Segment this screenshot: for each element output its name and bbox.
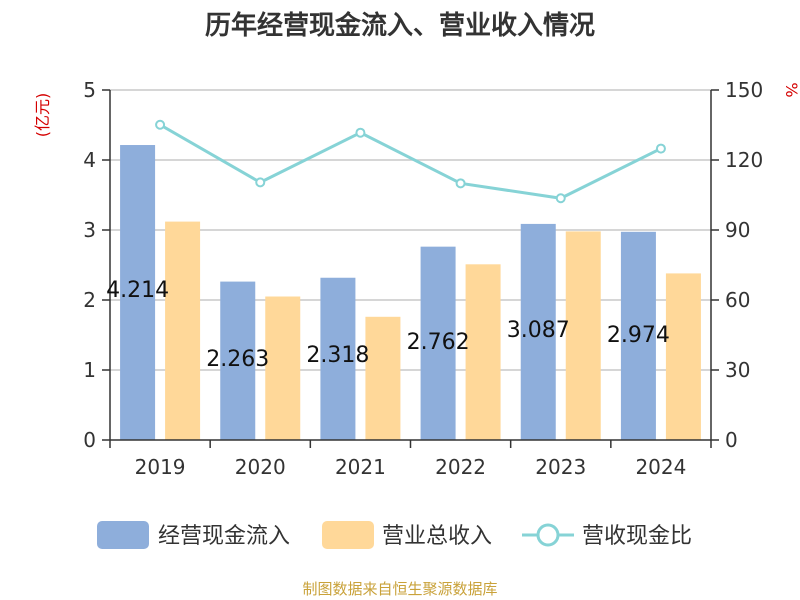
x-axis-tick-label: 2019 bbox=[135, 455, 186, 479]
x-axis-tick-label: 2023 bbox=[535, 455, 586, 479]
right-axis-tick-label: 0 bbox=[725, 428, 738, 452]
left-axis-tick-label: 3 bbox=[83, 218, 96, 242]
left-axis-tick-label: 2 bbox=[83, 288, 96, 312]
legend-label-revenue: 营业总收入 bbox=[382, 524, 492, 549]
legend-item-revenue[interactable]: 营业总收入 bbox=[322, 521, 492, 549]
bar-cash-inflow bbox=[520, 223, 556, 440]
right-axis-tick-label: 120 bbox=[725, 148, 763, 172]
bar-revenue bbox=[165, 221, 201, 440]
x-axis-tick-label: 2021 bbox=[335, 455, 386, 479]
legend-label-ratio: 营收现金比 bbox=[582, 524, 692, 549]
right-axis-unit: % bbox=[782, 82, 800, 97]
data-label-cash-inflow: 3.087 bbox=[507, 318, 570, 343]
ratio-point bbox=[155, 119, 166, 130]
bars bbox=[120, 145, 701, 440]
ratio-point bbox=[655, 143, 666, 154]
left-axis-tick-label: 5 bbox=[83, 78, 96, 102]
bar-revenue bbox=[365, 316, 401, 440]
ratio-point bbox=[455, 178, 466, 189]
left-axis-tick-label: 0 bbox=[83, 428, 96, 452]
legend-item-cash-inflow[interactable]: 经营现金流入 bbox=[97, 521, 290, 549]
x-axis-tick-label: 2024 bbox=[635, 455, 686, 479]
bar-cash-inflow bbox=[420, 246, 456, 440]
legend-swatch-cash-inflow bbox=[97, 521, 149, 549]
x-axis-tick-label: 2022 bbox=[435, 455, 486, 479]
source-note: 制图数据来自恒生聚源数据库 bbox=[302, 580, 497, 598]
bar-cash-inflow bbox=[220, 281, 256, 440]
data-label-cash-inflow: 4.214 bbox=[106, 278, 169, 303]
data-labels: 4.214 2.263 2.318 2.762 3.087 2.974 bbox=[106, 278, 670, 372]
ratio-point bbox=[355, 127, 366, 138]
ratio-line-path bbox=[159, 123, 662, 200]
legend-item-ratio[interactable]: 营收现金比 bbox=[522, 523, 692, 549]
ratio-point bbox=[255, 177, 266, 188]
bar-cash-inflow bbox=[120, 145, 156, 440]
right-axis-tick-label: 150 bbox=[725, 78, 763, 102]
legend-marker-ratio bbox=[536, 523, 560, 547]
axes: 0 1 2 3 4 5 0 30 60 90 120 150 2019 2020 2021 2022 2023 2… bbox=[83, 78, 763, 479]
bar-revenue bbox=[565, 231, 601, 440]
ratio-point bbox=[555, 193, 566, 204]
grid-lines bbox=[110, 89, 711, 371]
left-axis-tick-label: 4 bbox=[83, 148, 96, 172]
bar-revenue bbox=[665, 273, 701, 440]
data-label-cash-inflow: 2.318 bbox=[306, 343, 369, 368]
bar-cash-inflow bbox=[620, 231, 656, 440]
left-axis-tick-label: 1 bbox=[83, 358, 96, 382]
chart-title: 历年经营现金流入、营业收入情况 bbox=[205, 10, 595, 41]
left-axis-unit: (亿元) bbox=[33, 93, 52, 138]
x-axis-tick-label: 2020 bbox=[235, 455, 286, 479]
legend-swatch-revenue bbox=[322, 521, 374, 549]
right-axis-tick-label: 30 bbox=[725, 358, 750, 382]
bar-revenue bbox=[265, 296, 301, 440]
right-axis-tick-label: 60 bbox=[725, 288, 750, 312]
data-label-cash-inflow: 2.263 bbox=[206, 347, 269, 372]
right-axis-tick-label: 90 bbox=[725, 218, 750, 242]
data-label-cash-inflow: 2.974 bbox=[607, 323, 670, 348]
data-label-cash-inflow: 2.762 bbox=[407, 330, 470, 355]
bar-cash-inflow bbox=[320, 277, 356, 440]
bar-revenue bbox=[465, 264, 501, 440]
legend: 经营现金流入 营业总收入 营收现金比 bbox=[97, 521, 692, 549]
ratio-line bbox=[155, 119, 666, 204]
legend-label-cash-inflow: 经营现金流入 bbox=[158, 524, 290, 549]
